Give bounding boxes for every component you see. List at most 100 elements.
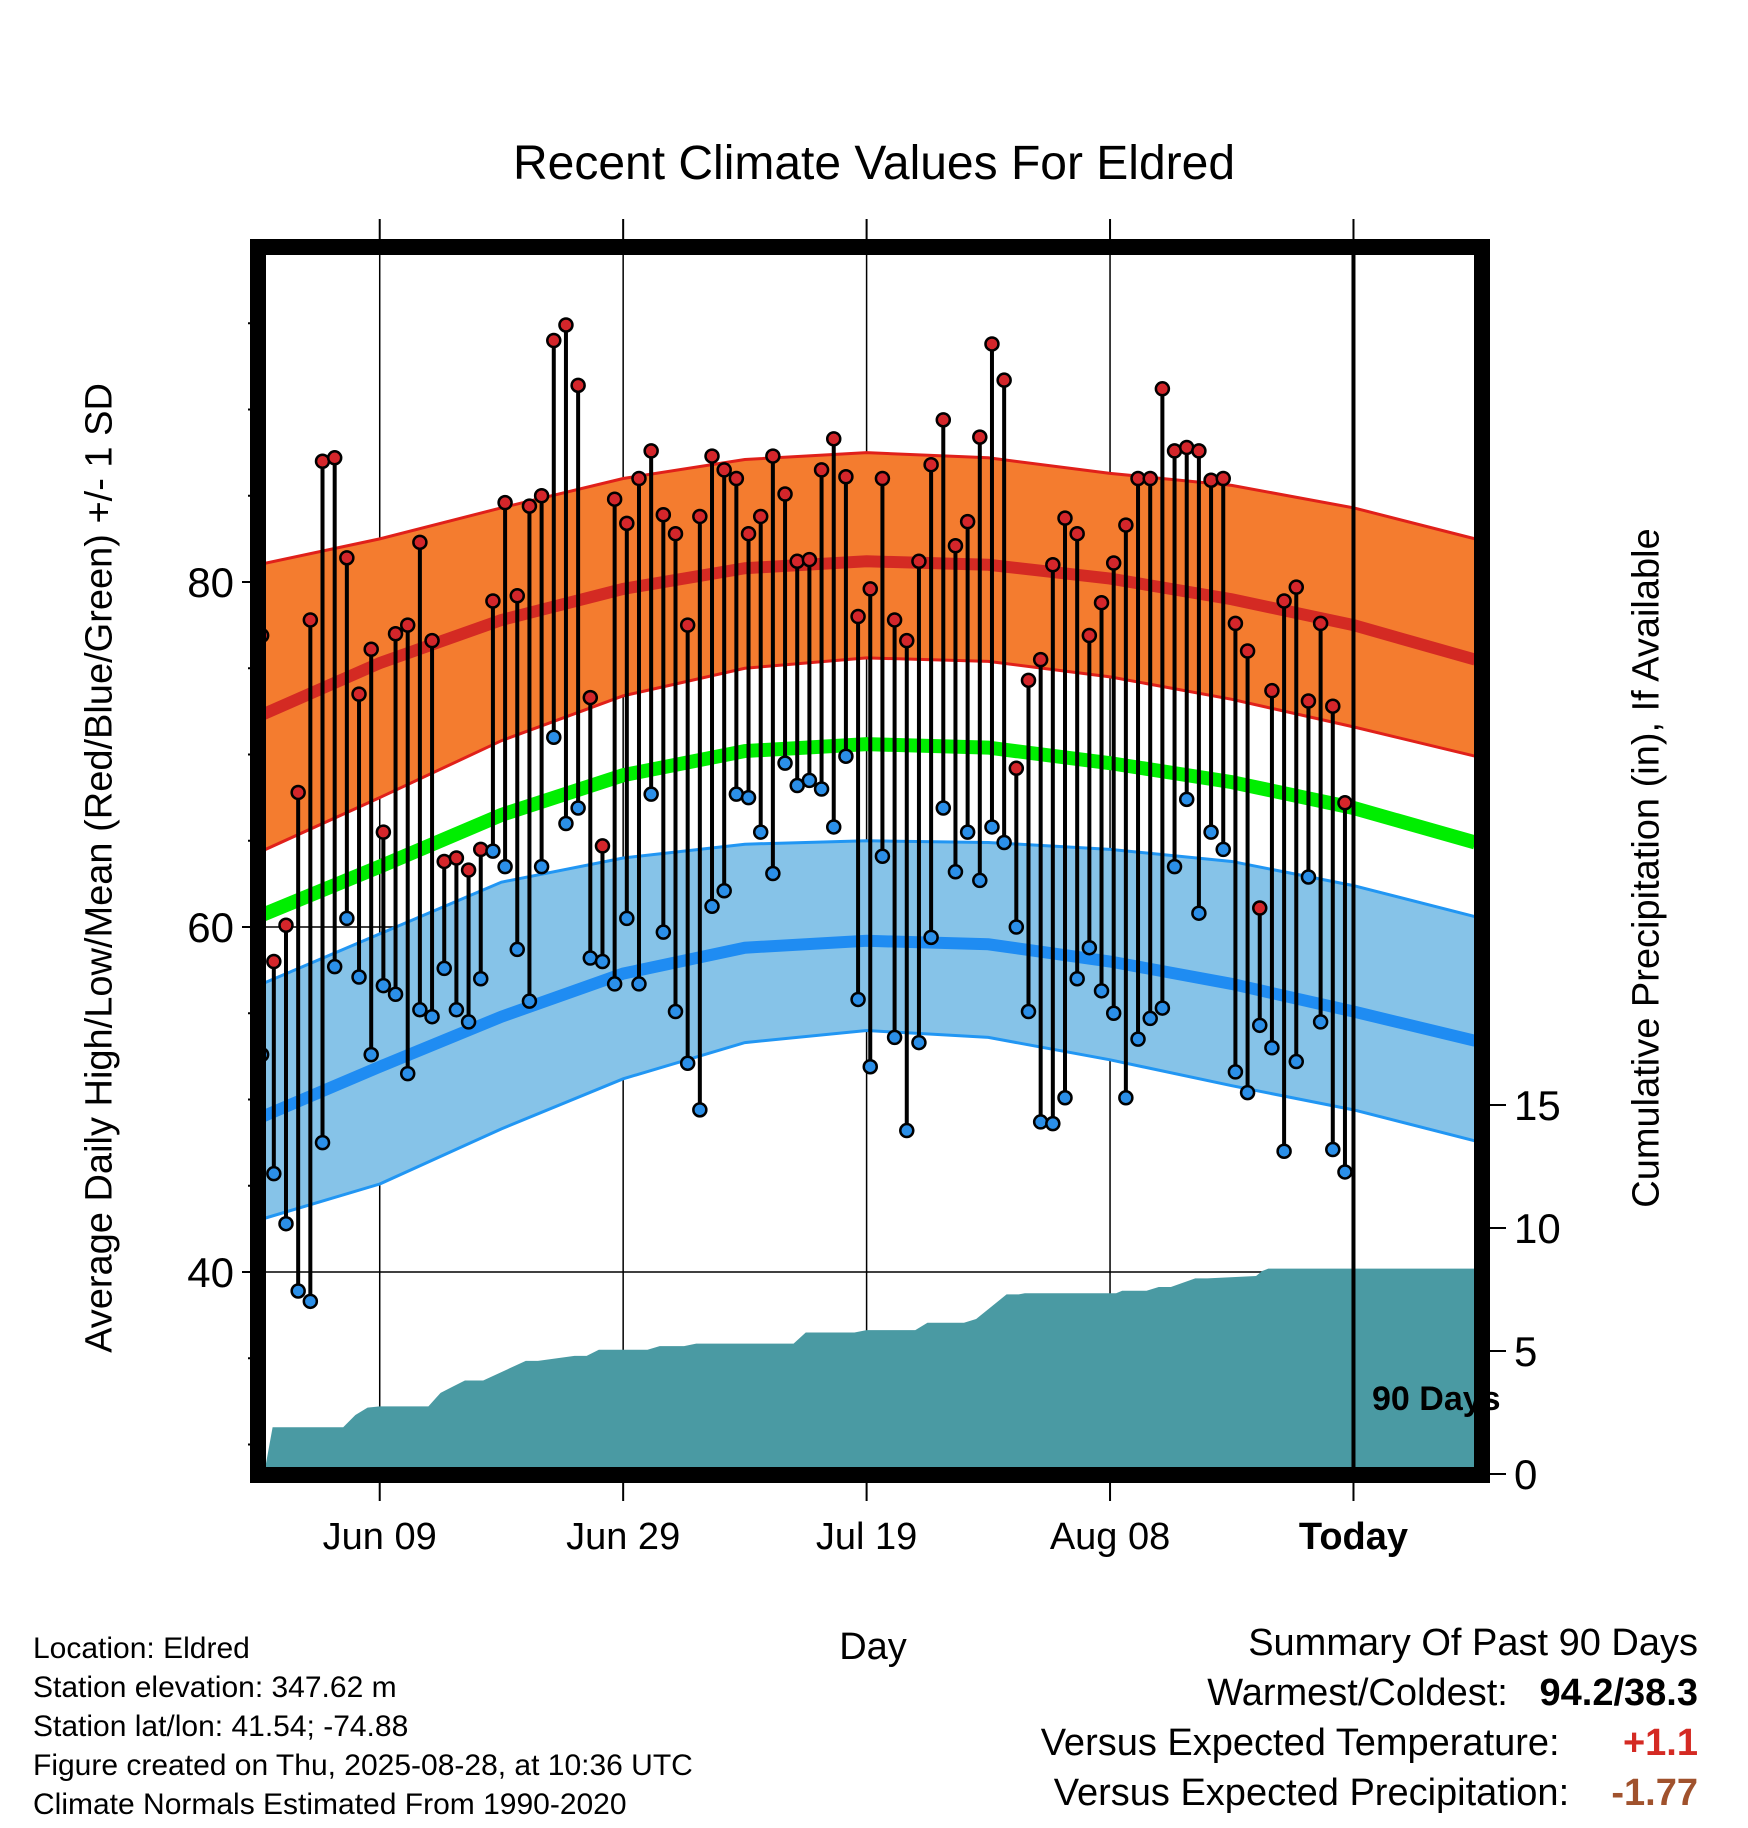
daily-low-point: [704, 898, 720, 915]
daily-high-point: [862, 581, 879, 597]
temp-label: Versus Expected Temperature:: [1040, 1722, 1560, 1764]
daily-low-point: [472, 971, 489, 987]
daily-low-point: [1008, 919, 1025, 935]
daily-low-point: [314, 1134, 331, 1151]
daily-low-point: [606, 976, 623, 992]
daily-low-point: [1203, 824, 1219, 840]
daily-high-point: [1191, 443, 1207, 459]
daily-high-point: [1300, 693, 1317, 709]
daily-low-point: [911, 1034, 927, 1051]
daily-high-point: [789, 553, 805, 570]
daily-high-point: [1215, 470, 1231, 487]
daily-high-point: [728, 470, 745, 487]
daily-low-point: [387, 986, 404, 1003]
daily-low-point: [424, 1008, 440, 1025]
daily-low-point: [935, 800, 952, 816]
daily-low-point: [996, 834, 1012, 851]
daily-high-point: [1105, 555, 1122, 571]
daily-low-point: [862, 1058, 879, 1075]
daily-high-point: [448, 850, 465, 866]
daily-high-point: [546, 332, 562, 349]
daily-low-point: [1264, 1040, 1280, 1056]
daily-high-point: [1337, 795, 1353, 811]
daily-low-point: [947, 864, 964, 880]
daily-high-point: [1227, 615, 1244, 632]
summary-heading: Summary Of Past 90 Days: [1248, 1622, 1698, 1664]
daily-low-point: [558, 815, 574, 832]
daily-high-point: [813, 462, 830, 478]
daily-high-point: [460, 862, 477, 878]
daily-high-point: [266, 953, 282, 970]
daily-high-point: [1325, 698, 1341, 714]
daily-low-point: [1032, 1114, 1049, 1130]
daily-high-point: [716, 462, 732, 478]
daily-high-point: [765, 448, 781, 464]
daily-low-point: [716, 883, 732, 899]
daily-low-point: [1325, 1141, 1341, 1158]
daily-high-point: [582, 689, 599, 706]
daily-low-point: [1239, 1084, 1256, 1101]
daily-high-point: [363, 641, 379, 658]
daily-low-point: [485, 843, 501, 859]
daily-high-point: [886, 612, 903, 628]
daily-high-point: [850, 608, 866, 625]
daily-low-point: [302, 1293, 319, 1310]
daily-high-point: [1312, 615, 1329, 632]
x-tick-label: Aug 08: [1050, 1516, 1170, 1558]
daily-low-point: [1020, 1003, 1037, 1020]
daily-high-point: [643, 443, 659, 459]
high-sd-band: [258, 452, 1476, 853]
daily-high-point: [302, 612, 319, 628]
daily-low-point: [460, 1014, 477, 1030]
y-tick-label: 60: [187, 904, 234, 951]
daily-low-point: [1178, 791, 1195, 808]
daily-high-point: [838, 469, 854, 485]
daily-high-point: [655, 506, 672, 523]
daily-high-point: [1142, 470, 1158, 487]
daily-low-point: [1300, 869, 1317, 885]
daily-high-point: [777, 486, 793, 502]
daily-high-point: [740, 525, 757, 542]
daily-high-point: [594, 838, 611, 854]
daily-high-point: [947, 538, 964, 554]
daily-high-point: [485, 593, 501, 609]
daily-low-point: [752, 824, 769, 840]
daily-high-point: [704, 448, 720, 464]
daily-low-point: [339, 910, 355, 927]
daily-low-point: [643, 786, 659, 802]
warmest-coldest-label: Warmest/Coldest:: [1207, 1672, 1508, 1714]
daily-low-point: [351, 969, 367, 985]
daily-high-point: [619, 515, 635, 532]
daily-low-point: [692, 1102, 708, 1118]
daily-low-point: [655, 924, 672, 940]
daily-low-point: [1312, 1014, 1329, 1030]
daily-low-point: [278, 1215, 294, 1232]
daily-low-point: [1118, 1090, 1134, 1106]
daily-low-point: [777, 755, 793, 771]
daily-low-point: [1045, 1115, 1061, 1132]
normals-period-text: Climate Normals Estimated From 1990-2020: [33, 1788, 627, 1821]
daily-low-point: [1166, 858, 1183, 875]
daily-high-point: [1093, 594, 1110, 611]
summary-warmest-coldest: Warmest/Coldest: 94.2/38.3: [1207, 1672, 1698, 1715]
daily-high-point: [606, 491, 623, 507]
daily-high-point: [923, 456, 939, 473]
daily-low-point: [1081, 939, 1098, 956]
daily-high-point: [339, 550, 355, 566]
daily-low-point: [497, 858, 513, 875]
daily-low-point: [631, 976, 647, 992]
daily-low-point: [363, 1046, 379, 1063]
daily-high-point: [1069, 525, 1085, 542]
daily-high-point: [399, 617, 416, 633]
daily-high-point: [570, 377, 586, 394]
precip-area: [258, 1268, 1476, 1474]
high-upper-line: [258, 451, 1476, 567]
daily-high-point: [911, 553, 927, 570]
plot-frame: [250, 239, 1490, 1483]
daily-low-point: [533, 858, 550, 875]
daily-high-point: [1008, 760, 1025, 777]
high-mean-line: [258, 555, 1477, 723]
daily-high-point: [972, 429, 988, 445]
summary-precip: Versus Expected Precipitation: -1.77: [1054, 1772, 1698, 1815]
daily-high-point: [1045, 557, 1061, 573]
